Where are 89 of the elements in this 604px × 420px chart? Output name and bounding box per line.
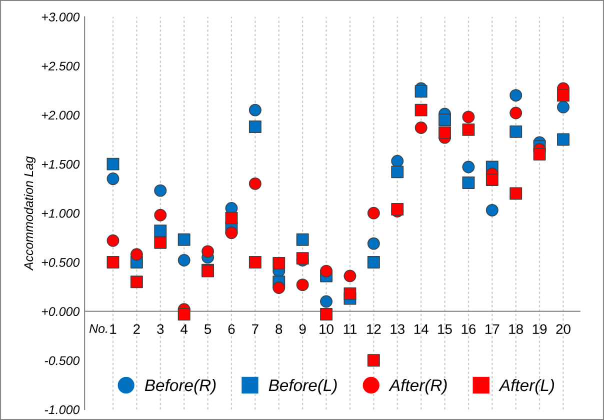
point [320,264,333,278]
point [486,174,498,186]
point [510,106,522,120]
x-tick-label: 11 [344,324,357,334]
y-tick-label: +1.000 [42,208,80,218]
x-tick-label: 3 [157,324,164,334]
point [557,133,570,146]
x-tick-label: 2 [134,324,140,334]
point [106,172,120,186]
point [130,248,143,261]
point [248,256,262,268]
point [130,276,143,288]
x-tick-label: 9 [299,324,306,334]
x-tick-label: 12 [367,324,381,334]
point [225,212,238,224]
point [414,85,428,98]
point [272,282,286,294]
x-tick-label: 10 [320,324,334,334]
point [225,226,238,240]
y-tick-label: +3.000 [42,12,80,22]
point [296,278,309,292]
point [462,176,475,189]
x-tick-label: 6 [228,324,235,334]
legend-label: Before(R) [144,378,216,394]
point [557,100,570,114]
point [106,158,120,170]
point [367,256,380,268]
point [106,256,120,268]
y-tick-label: -0.500 [44,356,80,366]
x-tick-label: 19 [532,324,547,334]
point [154,236,167,249]
point [272,256,286,270]
point [510,89,522,102]
point [248,104,262,116]
point [178,308,190,320]
point [178,233,190,246]
point [320,295,333,308]
x-tick-label: 13 [390,324,404,334]
point [344,270,356,282]
point [202,245,214,258]
point [248,177,262,190]
point [462,110,475,124]
y-tick-label: +2.500 [42,62,80,71]
point [367,237,380,250]
point [154,184,167,197]
legend-label: After(L) [498,378,554,394]
x-tick-label: 4 [180,324,188,334]
point [178,254,190,267]
y-tick-label: +0.000 [42,307,80,316]
point [486,204,498,216]
point [438,114,451,126]
point [438,126,451,139]
point [462,160,475,174]
y-tick-label: +2.000 [42,110,80,120]
point [367,354,380,367]
point [296,233,309,246]
point [510,125,522,138]
x-tick-label: 14 [414,324,428,334]
x-tick-label: 18 [509,324,523,334]
point [248,120,262,133]
point [414,104,428,116]
point [391,166,404,178]
x-tick-label: 8 [276,324,282,334]
x-tick-label: 7 [252,324,258,334]
point [367,206,380,220]
x-tick-label: 5 [204,324,212,334]
x-tick-label: 20 [556,324,570,334]
y-tick-label: +0.500 [42,258,80,267]
point [462,123,475,136]
x-tick-label: 1 [110,324,116,334]
point [320,308,333,320]
point [510,187,522,200]
point [414,122,428,134]
point [154,224,167,238]
y-tick-label: +1.500 [42,160,80,169]
x-tick-label: 17 [485,324,500,334]
x-tick-label: 15 [438,324,452,334]
legend-label: After(R) [388,378,447,394]
annotation: No. [89,324,107,334]
point [391,154,404,168]
point [344,287,356,300]
point [154,208,167,222]
y-tick-label: -1.000 [44,405,80,414]
x-tick-label: 16 [462,324,476,334]
legend-label: Before(L) [268,378,337,394]
point [533,148,546,160]
point [106,234,120,247]
y-axis-title: Accommodation Lag [24,156,36,271]
point [557,89,570,102]
